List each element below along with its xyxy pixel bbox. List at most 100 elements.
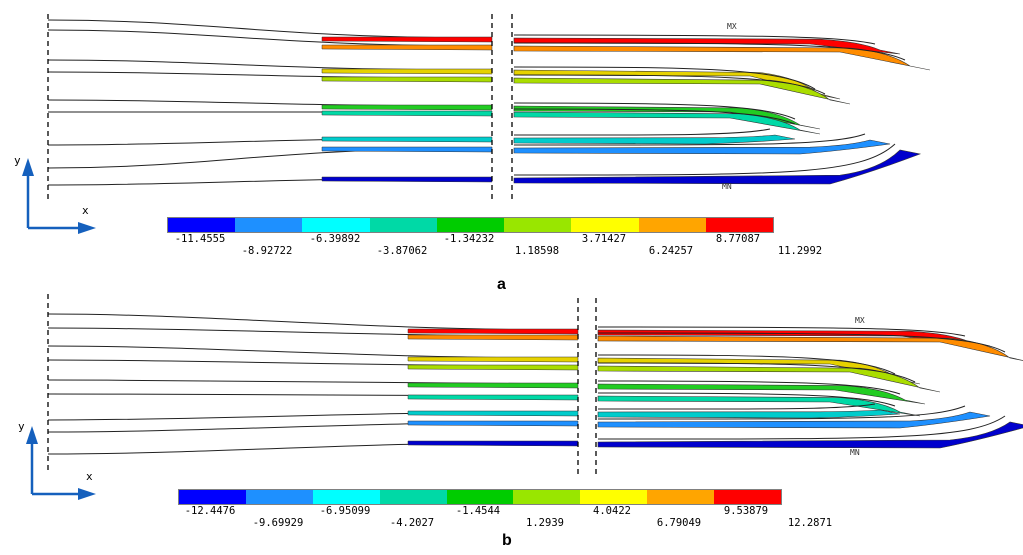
shell-strip-left (321, 76, 493, 83)
shell-strip-left (321, 44, 493, 51)
legend-value: 11.2992 (777, 245, 823, 257)
shell-strip-left (407, 440, 579, 447)
legend-color-swatch (235, 218, 303, 232)
shell-edge-line (597, 415, 1006, 440)
panel-a: y x MX MN -11.4555 -8.92722 -6.39892 -3.… (14, 14, 931, 293)
shell-edge-line (597, 380, 901, 395)
shell-strip-left (407, 394, 579, 401)
shell-edge-line (597, 326, 966, 337)
y-axis-label: y (14, 154, 21, 167)
shell-strip-right (513, 69, 841, 100)
legend-value: 1.2939 (526, 517, 564, 529)
figure-caption: a (497, 276, 506, 293)
y-axis-label: y (18, 420, 25, 433)
shell-strip-right (513, 134, 796, 145)
shell-strip-right (597, 383, 926, 405)
legend-color-swatch (580, 490, 648, 504)
shell-edge-line (513, 143, 896, 176)
shell-edge-line (597, 362, 916, 383)
figure-caption: b (502, 532, 512, 549)
max-node-label: MX (855, 316, 865, 325)
shell-edge-line (513, 102, 796, 120)
shell-strip-left (407, 410, 579, 417)
shell-strip-left (407, 328, 579, 335)
shell-strip-left (321, 36, 493, 43)
min-node-label: MN (850, 448, 860, 457)
shell-edge-line (597, 332, 1006, 353)
legend-value: 6.79049 (656, 517, 702, 529)
triad (22, 158, 96, 234)
shell-edge-line (513, 66, 816, 90)
legend-color-swatch (436, 218, 505, 232)
legend-color-swatch (513, 490, 581, 504)
legend-value: -11.4555 (174, 233, 226, 245)
legend-value: -6.95099 (319, 505, 371, 517)
shell-strip-left (321, 146, 493, 153)
shell-strips (47, 313, 1023, 455)
shell-strip-left (321, 104, 493, 111)
legend-color-swatch (369, 218, 437, 232)
shell-strip-left (407, 334, 579, 341)
legend-value: 12.2871 (787, 517, 833, 529)
shell-strip-left (321, 68, 493, 75)
legend-color-swatch (504, 218, 572, 232)
legend-color-swatch (379, 490, 447, 504)
legend-color-swatch (714, 490, 782, 504)
legend-color-swatch (245, 490, 313, 504)
legend-value: 9.53879 (723, 505, 769, 517)
shell-edge-line (513, 42, 906, 61)
shell-strip-left (321, 176, 493, 183)
panel-b: y x MX MN -12.4476 -9.69929 -6.95099 -4.… (0, 282, 1023, 555)
legend-value: -9.69929 (252, 517, 304, 529)
color-legend-bar (178, 489, 782, 505)
triad (26, 426, 96, 500)
legend-value: -4.2027 (389, 517, 435, 529)
legend-color-swatch (312, 490, 380, 504)
legend-color-swatch (302, 218, 370, 232)
legend-value: 6.24257 (648, 245, 694, 257)
shell-edge-line (513, 128, 771, 136)
shell-strip-left (407, 382, 579, 389)
shell-edge-line (47, 345, 579, 359)
x-axis-label: x (86, 470, 93, 483)
legend-color-swatch (571, 218, 639, 232)
shell-strip-right (513, 111, 821, 135)
legend-value: -8.92722 (241, 245, 293, 257)
shell-strip-left (321, 136, 493, 143)
shell-strip-left (407, 356, 579, 363)
panel-b-drawing: y x MX MN (18, 294, 1023, 500)
x-axis-label: x (82, 204, 89, 217)
shell-strip-right (597, 411, 991, 429)
shell-strip-left (407, 364, 579, 371)
shell-edge-line (597, 392, 896, 407)
color-legend-bar (167, 217, 774, 233)
legend-value: 1.18598 (514, 245, 560, 257)
legend-color-swatch (179, 490, 246, 504)
legend-value: -6.39892 (309, 233, 361, 245)
shell-strip-right (597, 421, 1023, 449)
shell-strip-right (513, 37, 901, 55)
shell-strip-left (321, 110, 493, 117)
legend-color-swatch (638, 218, 706, 232)
min-node-label: MN (722, 182, 732, 191)
legend-value: -12.4476 (184, 505, 236, 517)
legend-value: -1.4544 (455, 505, 501, 517)
shell-strip-right (513, 139, 891, 155)
shell-edge-line (47, 19, 493, 39)
legend-color-swatch (647, 490, 715, 504)
shell-strip-right (513, 149, 922, 185)
shell-edge-line (597, 405, 966, 420)
shell-edge-line (513, 74, 826, 95)
legend-color-swatch (168, 218, 236, 232)
panel-a-drawing: y x MX MN (14, 14, 931, 234)
legend-color-swatch (705, 218, 773, 232)
shell-strip-right (597, 395, 921, 417)
shell-edge-line (513, 133, 866, 146)
legend-value: 8.77087 (715, 233, 761, 245)
shell-edge-line (513, 34, 876, 45)
shell-edge-line (513, 108, 796, 125)
legend-value: -1.34232 (443, 233, 495, 245)
shell-edge-line (597, 403, 876, 410)
shell-edge-line (47, 313, 579, 331)
shell-edge-line (47, 59, 493, 71)
